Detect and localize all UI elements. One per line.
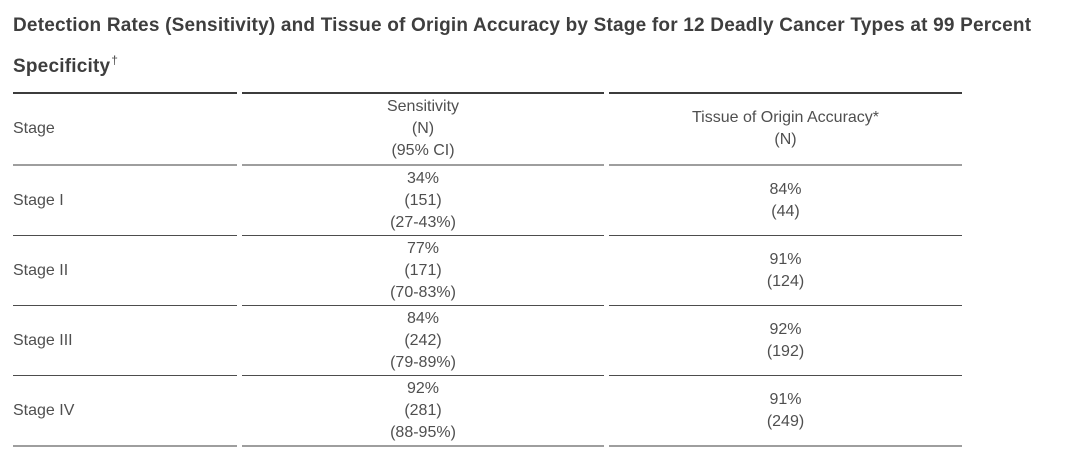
tissue-accuracy-cell: 84% (44) bbox=[609, 166, 962, 236]
sensitivity-ci: (70-83%) bbox=[390, 283, 456, 301]
table-header-row: Stage Sensitivity (N) (95% CI) Tissue of… bbox=[13, 92, 962, 166]
sensitivity-ci: (88-95%) bbox=[390, 423, 456, 441]
table-row-stage-4: Stage IV 92% (281) (88-95%) 91% (249) bbox=[13, 376, 962, 447]
dagger-footnote-marker: † bbox=[111, 53, 119, 67]
sensitivity-n: (151) bbox=[404, 191, 442, 209]
sensitivity-percent: 84% bbox=[406, 309, 440, 327]
stage-label: Stage III bbox=[13, 331, 73, 349]
table-row-stage-3: Stage III 84% (242) (79-89%) 92% (192) bbox=[13, 306, 962, 376]
header-line: (N) bbox=[774, 131, 797, 148]
column-header-stage: Stage bbox=[13, 92, 237, 166]
tissue-accuracy-cell: 91% (124) bbox=[609, 236, 962, 306]
header-line: (N) bbox=[411, 120, 435, 137]
tissue-percent: 84% bbox=[769, 180, 802, 198]
sensitivity-percent: 77% bbox=[406, 239, 440, 257]
page-title: Detection Rates (Sensitivity) and Tissue… bbox=[13, 8, 1069, 84]
sensitivity-cell: 34% (151) (27-43%) bbox=[242, 166, 604, 236]
sensitivity-cell: 84% (242) (79-89%) bbox=[242, 306, 604, 376]
sensitivity-cell: 77% (171) (70-83%) bbox=[242, 236, 604, 306]
header-line: (95% CI) bbox=[391, 142, 455, 159]
column-header-tissue-of-origin: Tissue of Origin Accuracy* (N) bbox=[609, 92, 962, 166]
header-line: Sensitivity bbox=[386, 98, 460, 115]
column-header-sensitivity: Sensitivity (N) (95% CI) bbox=[242, 92, 604, 166]
tissue-n: (44) bbox=[771, 202, 800, 220]
sensitivity-ci: (27-43%) bbox=[390, 213, 456, 231]
stage-label-cell: Stage III bbox=[13, 306, 237, 376]
table-row-stage-1: Stage I 34% (151) (27-43%) 84% (44) bbox=[13, 166, 962, 236]
header-line: Stage bbox=[13, 120, 55, 137]
header-line: Tissue of Origin Accuracy* bbox=[691, 109, 880, 126]
tissue-percent: 91% bbox=[769, 390, 802, 408]
sensitivity-percent: 34% bbox=[406, 169, 440, 187]
stage-label: Stage IV bbox=[13, 401, 75, 419]
title-line1: Detection Rates (Sensitivity) and Tissue… bbox=[13, 15, 1032, 36]
stage-label: Stage I bbox=[13, 191, 64, 209]
table-row-stage-2: Stage II 77% (171) (70-83%) 91% (124) bbox=[13, 236, 962, 306]
stage-label-cell: Stage IV bbox=[13, 376, 237, 447]
sensitivity-n: (171) bbox=[404, 261, 442, 279]
tissue-n: (124) bbox=[766, 272, 805, 290]
sensitivity-n: (281) bbox=[404, 401, 442, 419]
sensitivity-n: (242) bbox=[404, 331, 442, 349]
stage-label-cell: Stage II bbox=[13, 236, 237, 306]
tissue-accuracy-cell: 92% (192) bbox=[609, 306, 962, 376]
sensitivity-ci: (79-89%) bbox=[390, 353, 456, 371]
tissue-accuracy-cell: 91% (249) bbox=[609, 376, 962, 447]
title-line2: Specificity bbox=[13, 56, 111, 77]
tissue-percent: 92% bbox=[769, 320, 802, 338]
tissue-percent: 91% bbox=[769, 250, 802, 268]
stage-label-cell: Stage I bbox=[13, 166, 237, 236]
stage-label: Stage II bbox=[13, 261, 69, 279]
tissue-n: (192) bbox=[766, 342, 805, 360]
sensitivity-percent: 92% bbox=[406, 379, 440, 397]
tissue-n: (249) bbox=[766, 412, 805, 430]
stage-results-table: Stage Sensitivity (N) (95% CI) Tissue of… bbox=[8, 92, 967, 447]
sensitivity-cell: 92% (281) (88-95%) bbox=[242, 376, 604, 447]
